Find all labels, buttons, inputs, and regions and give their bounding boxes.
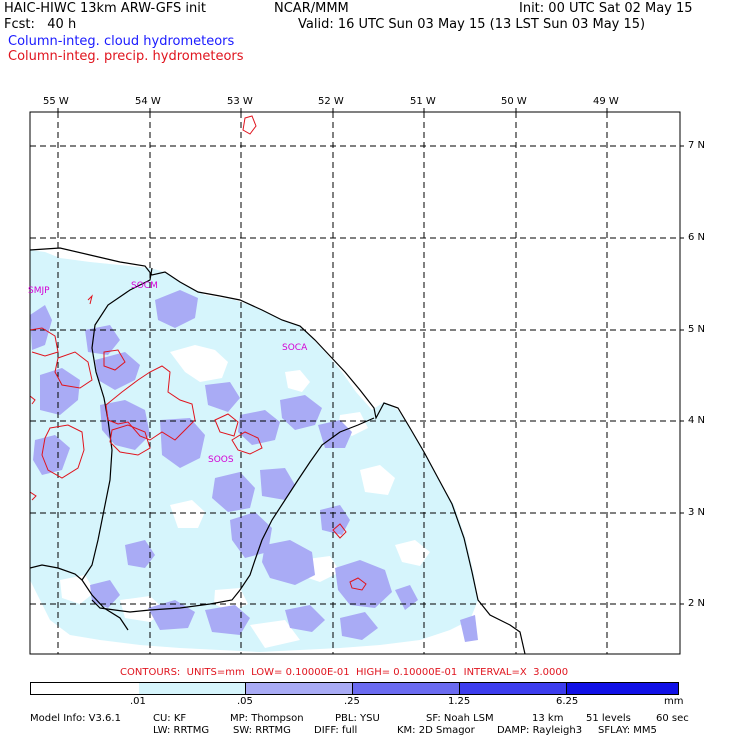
forecast-hour: Fcst: 40 h (4, 17, 77, 32)
plot-frame (29, 111, 681, 655)
lat-label: 5 N (688, 324, 706, 335)
model-info: CU: KF (153, 713, 187, 724)
station-label: SOOS (208, 455, 234, 465)
lon-label: 54 W (135, 96, 161, 107)
model-info: DIFF: full (314, 725, 358, 736)
model-info: SFLAY: MM5 (598, 725, 657, 736)
lon-label: 50 W (501, 96, 527, 107)
lon-label: 49 W (593, 96, 619, 107)
lon-label: 55 W (43, 96, 69, 107)
valid-time: Valid: 16 UTC Sun 03 May 15 (13 LST Sun … (298, 17, 646, 32)
cloud-field-label: Column-integ. cloud hydrometeors (8, 34, 235, 49)
precip-contours (30, 115, 367, 591)
contour-info: CONTOURS: UNITS=mm LOW= 0.10000E-01 HIGH… (120, 667, 569, 678)
model-info: KM: 2D Smagor (397, 725, 475, 736)
institution-label: NCAR/MMM (274, 1, 349, 16)
lat-label: 3 N (688, 507, 706, 518)
lat-label: 4 N (688, 415, 706, 426)
station-label: SMJP (28, 286, 50, 296)
precip-field-label: Column-integ. precip. hydrometeors (8, 49, 244, 64)
colorbar-label: 1.25 (448, 696, 471, 707)
lon-label: 53 W (227, 96, 253, 107)
model-info: LW: RRTMG (153, 725, 210, 736)
colorbar-label: 6.25 (556, 696, 579, 707)
plot-title: HAIC-HIWC 13km ARW-GFS init (4, 1, 206, 16)
model-info: PBL: YSU (335, 713, 380, 724)
lat-lon-grid (30, 112, 680, 654)
model-info: 13 km (532, 713, 564, 724)
init-time: Init: 00 UTC Sat 02 May 15 (519, 1, 693, 16)
model-info: 60 sec (656, 713, 689, 724)
model-info: MP: Thompson (230, 713, 304, 724)
model-info: SW: RRTMG (233, 725, 291, 736)
model-info: Model Info: V3.6.1 (30, 713, 121, 724)
coastline (30, 247, 526, 654)
lat-label: 6 N (688, 232, 706, 243)
axis-ticks (57, 108, 684, 605)
lat-label: 2 N (688, 598, 706, 609)
lon-label: 51 W (410, 96, 436, 107)
model-info: DAMP: Rayleigh3 (497, 725, 583, 736)
lon-label: 52 W (318, 96, 344, 107)
model-info: 51 levels (586, 713, 631, 724)
model-info: SF: Noah LSM (426, 713, 494, 724)
lat-label: 7 N (688, 140, 706, 151)
station-label: SOCM (131, 281, 158, 291)
colorbar-units: mm (664, 696, 684, 707)
colorbar-label: .05 (237, 696, 253, 707)
colorbar-label: .25 (344, 696, 360, 707)
colorbar-label: .01 (130, 696, 146, 707)
station-label: SOCA (282, 343, 308, 353)
